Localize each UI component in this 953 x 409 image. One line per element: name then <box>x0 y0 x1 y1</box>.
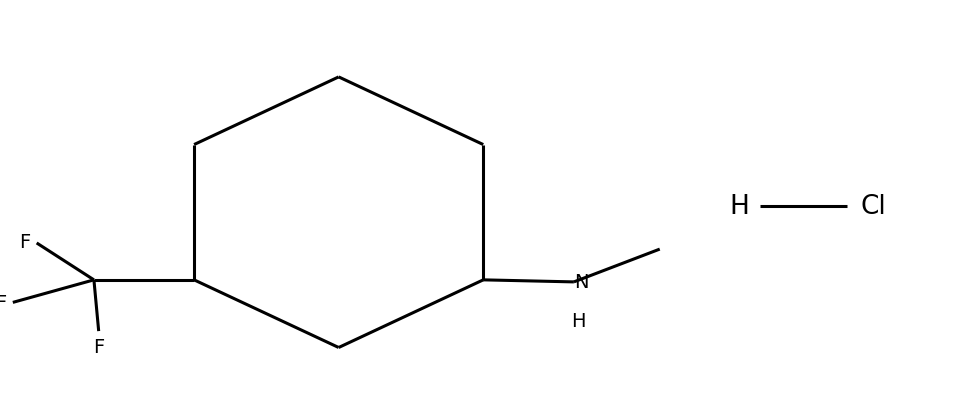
Text: Cl: Cl <box>860 193 884 220</box>
Text: H: H <box>729 193 748 220</box>
Text: F: F <box>19 233 30 252</box>
Text: N: N <box>574 273 588 292</box>
Text: H: H <box>571 311 585 330</box>
Text: F: F <box>93 337 104 356</box>
Text: F: F <box>0 293 6 312</box>
